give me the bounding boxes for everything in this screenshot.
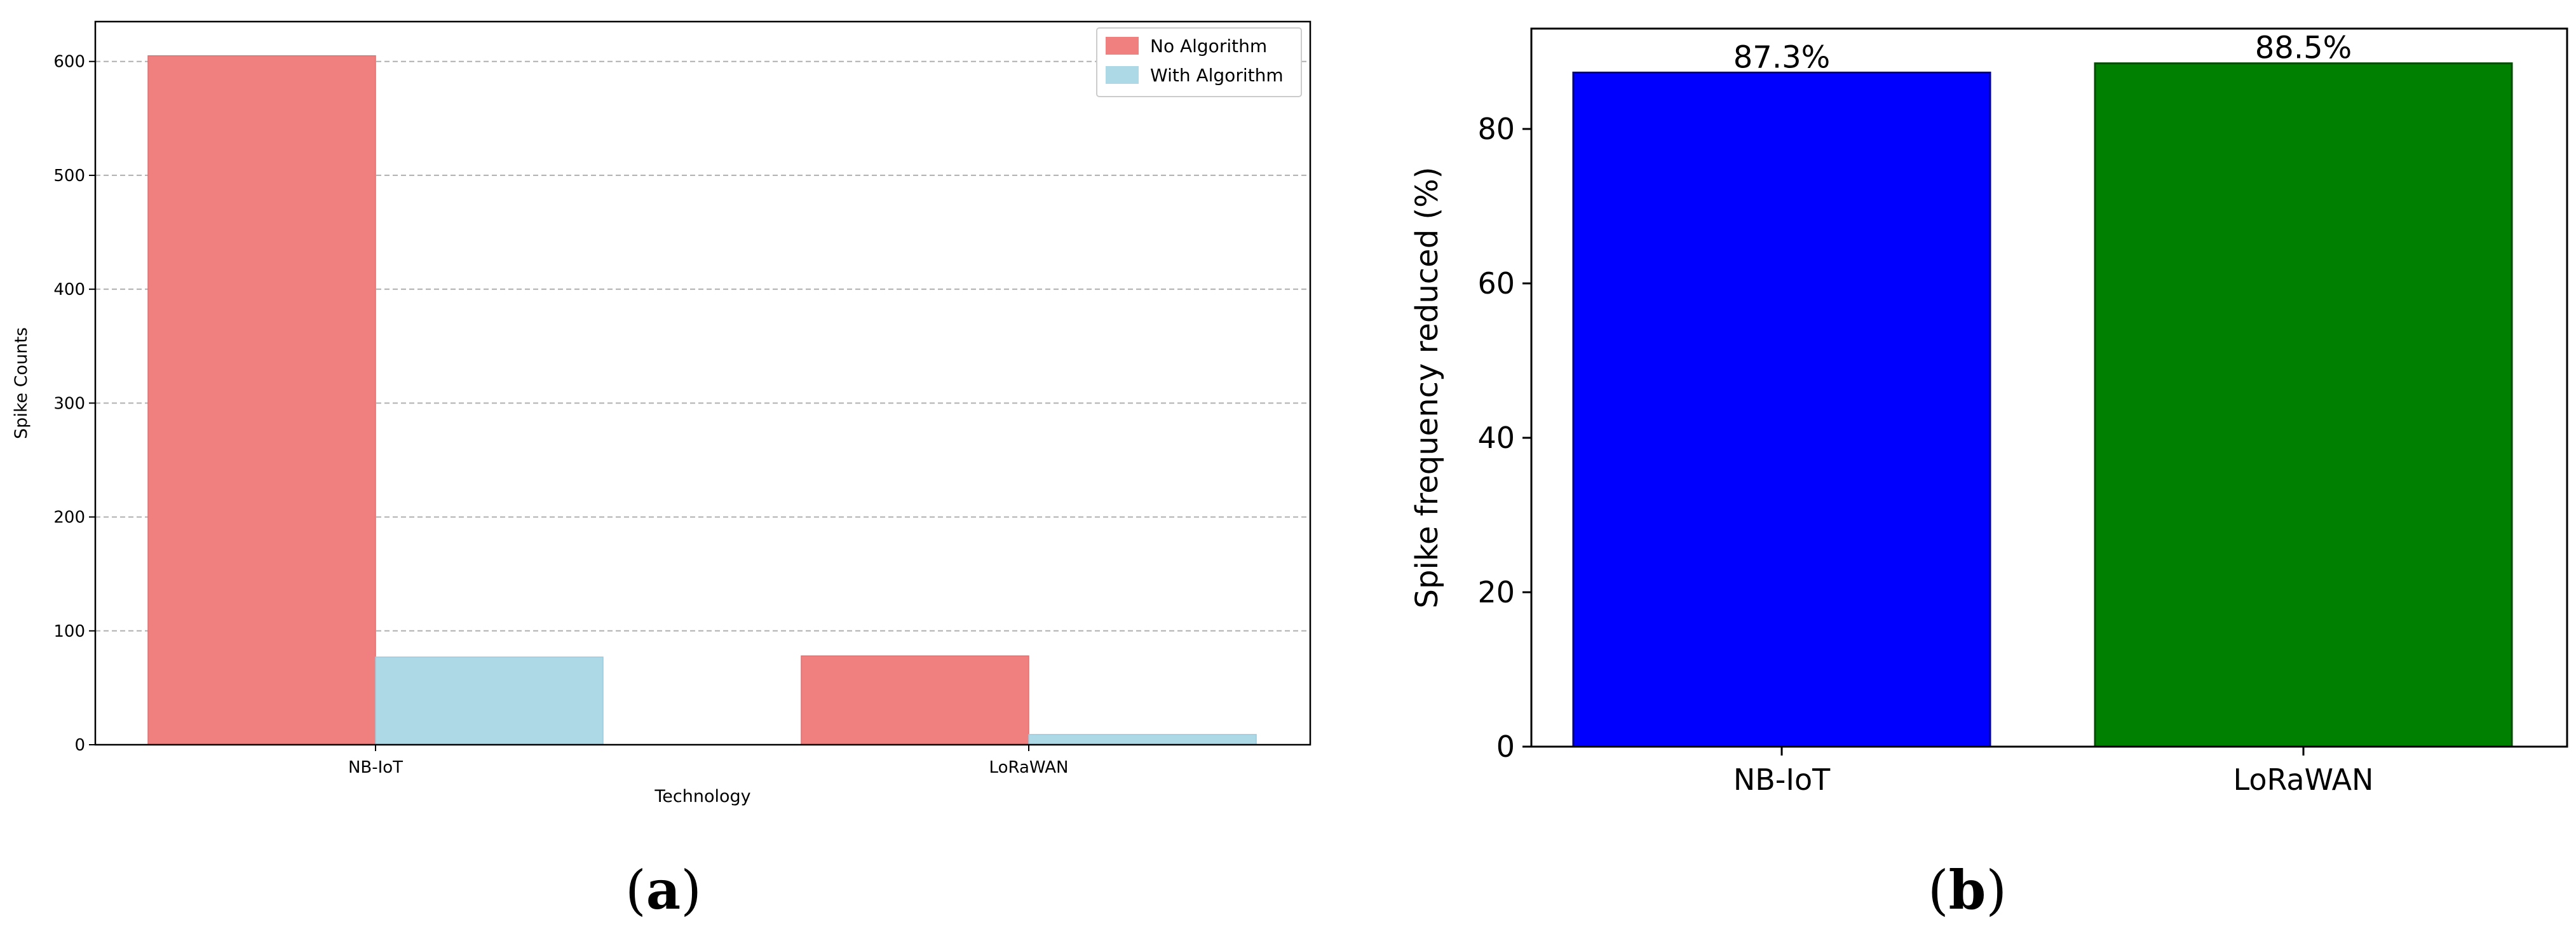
legend-label-with-algorithm: With Algorithm (1150, 65, 1284, 86)
data-label-nb-iot: 87.3% (1733, 39, 1830, 75)
y-axis-label-a: Spike Counts (11, 327, 31, 439)
y-tick-label-a-1: 100 (53, 622, 85, 641)
data-label-lorawan: 88.5% (2255, 31, 2352, 66)
y-axis-label-b: Spike frequency reduced (%) (1409, 167, 1445, 609)
x-tick-label-a-lorawan: LoRaWAN (989, 758, 1069, 777)
y-tick-label-a-2: 200 (53, 508, 85, 527)
chart-b: 0 20 40 60 80 87.3% NB-IoT 88.5% LoRaWAN Spike fr… (1409, 27, 2568, 797)
legend-label-no-algorithm: No Algorithm (1150, 36, 1267, 57)
bar-nb-iot-with-algorithm (375, 656, 604, 745)
plot-frame-a (94, 20, 1312, 746)
y-tick-label-a-0: 0 (74, 736, 85, 755)
bar-lorawan-with-algorithm (1028, 734, 1257, 745)
x-tick-label-b-lorawan: LoRaWAN (2234, 763, 2374, 797)
y-tick-label-a-6: 600 (53, 53, 85, 72)
x-tick-label-a-nb-iot: NB-IoT (348, 758, 403, 777)
y-tick-label-b-1: 20 (1477, 575, 1515, 609)
x-axis-label-a: Technology (654, 787, 750, 806)
chart-a: 0 100 200 300 400 500 600 NB-IoT LoRaWAN Technolo… (11, 20, 1312, 806)
bar-nb-iot-no-algorithm (147, 55, 376, 745)
panel-label-b: (b) (1928, 858, 2007, 921)
y-tick-label-b-0: 0 (1496, 729, 1515, 764)
x-tick-label-b-nb-iot: NB-IoT (1733, 763, 1831, 797)
legend-swatch-no-algorithm (1106, 37, 1139, 55)
y-tick-label-a-4: 400 (53, 280, 85, 299)
bar-lorawan (2094, 62, 2513, 748)
y-tick-label-b-4: 80 (1477, 112, 1515, 146)
y-tick-label-a-5: 500 (53, 166, 85, 186)
legend-swatch-with-algorithm (1106, 66, 1139, 84)
legend-box (1096, 27, 1302, 97)
y-tick-label-a-3: 300 (53, 394, 85, 413)
panel-label-a: (a) (625, 858, 702, 921)
y-tick-label-b-2: 40 (1477, 421, 1515, 455)
bar-lorawan-no-algorithm (801, 655, 1029, 745)
y-tick-label-b-3: 60 (1477, 266, 1515, 301)
bar-nb-iot (1572, 71, 1991, 748)
plot-frame-b (1530, 27, 2568, 748)
